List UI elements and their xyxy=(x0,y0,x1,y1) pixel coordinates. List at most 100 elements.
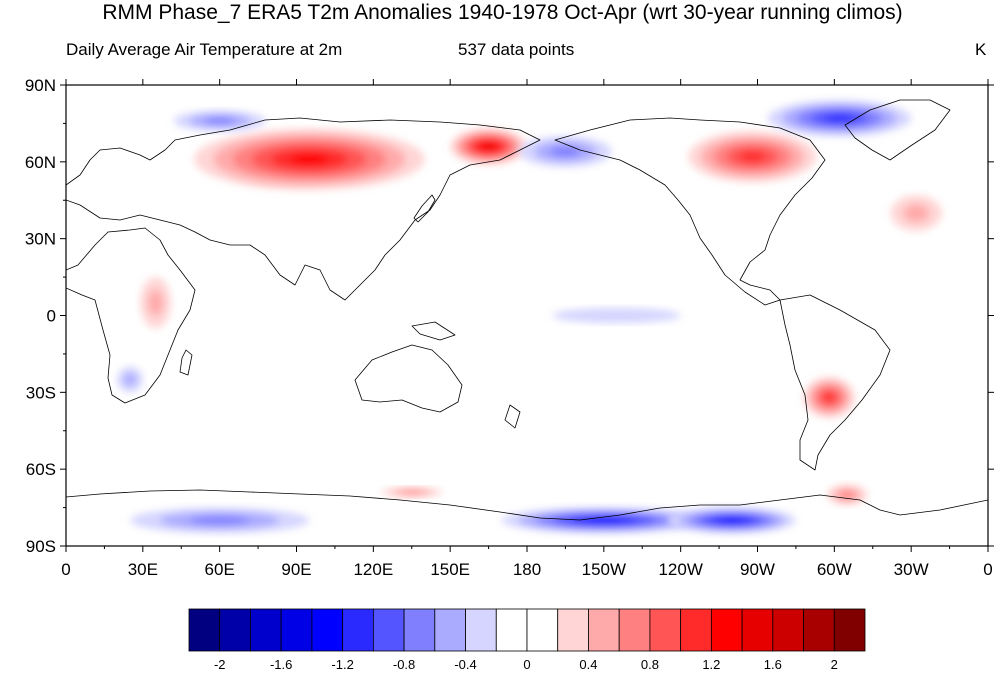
colorbar-label: 0.8 xyxy=(641,657,659,672)
colorbar-swatch xyxy=(833,608,866,652)
lat-label: 60S xyxy=(26,460,56,479)
colorbar-swatch xyxy=(311,608,344,652)
lat-label: 90S xyxy=(26,537,56,556)
lat-label: 0 xyxy=(47,307,56,326)
lon-label: 60E xyxy=(205,560,235,579)
colorbar-swatch xyxy=(219,608,251,652)
anomaly-region xyxy=(767,100,912,137)
colorbar-label: 0 xyxy=(523,657,530,672)
australia-outline xyxy=(354,344,463,413)
eurasia-outline xyxy=(66,117,541,301)
antarctica-outline xyxy=(66,489,988,521)
anomaly-region xyxy=(803,376,855,418)
lon-label: 0 xyxy=(61,560,70,579)
colorbar-swatch xyxy=(803,608,835,652)
lon-label: 60W xyxy=(817,560,852,579)
anomaly-contour xyxy=(824,393,835,402)
lon-label: 30E xyxy=(128,560,158,579)
anomaly-contour xyxy=(550,146,581,157)
anomaly-region xyxy=(688,131,817,183)
anomaly-region xyxy=(501,507,707,534)
lon-label: 90E xyxy=(281,560,311,579)
anomaly-contour xyxy=(189,516,250,525)
anomaly-contour xyxy=(903,204,930,223)
anomaly-region xyxy=(117,366,143,393)
colorbar-swatch xyxy=(434,608,466,652)
anomaly-contour xyxy=(586,518,621,523)
lon-label: 150W xyxy=(582,560,626,579)
lon-label: 90W xyxy=(740,560,775,579)
colorbar-swatch xyxy=(618,608,651,652)
anomaly-contour xyxy=(204,117,236,125)
colorbar-swatch xyxy=(588,608,620,652)
anomaly-region xyxy=(140,277,172,329)
axis-layer: 90N 60N 30N 0 30S 60S 90S 0 30E 60E 90E 120E 150E 180… xyxy=(25,76,994,579)
colorbar-swatch xyxy=(465,608,497,652)
anomaly-region xyxy=(194,128,425,191)
units-label: K xyxy=(975,40,987,59)
anomaly-region xyxy=(667,507,796,534)
anomaly-contour xyxy=(840,491,854,499)
anomaly-region xyxy=(890,195,942,231)
lat-label: 90N xyxy=(25,76,56,95)
colorbar-swatch xyxy=(372,608,405,652)
lat-label: 30N xyxy=(25,230,56,249)
anomaly-region xyxy=(826,484,868,506)
anomaly-region xyxy=(450,128,527,165)
anomaly-region xyxy=(130,507,310,534)
colorbar-swatch xyxy=(403,608,436,652)
anomaly-contour xyxy=(552,307,681,324)
anomaly-layer xyxy=(117,100,942,534)
chart-title: RMM Phase_7 ERA5 T2m Anomalies 1940-1978… xyxy=(102,1,903,24)
anomaly-region xyxy=(173,110,266,132)
colorbar-label: 0.4 xyxy=(579,657,597,672)
south-america-outline xyxy=(779,294,891,471)
colorbar-swatch xyxy=(250,608,282,652)
colorbar-swatch xyxy=(772,608,804,652)
colorbar-swatch xyxy=(526,608,559,652)
new-guinea-outline xyxy=(411,321,456,341)
data-points-label: 537 data points xyxy=(458,40,575,59)
lat-label: 60N xyxy=(25,153,56,172)
lon-label: 120W xyxy=(658,560,702,579)
colorbar: -2 -1.6 -1.2 -0.8 -0.4 0 0.4 0.8 1.2 1.6 2 xyxy=(188,608,866,672)
anomaly-contour xyxy=(739,151,766,162)
greenland-outline xyxy=(844,99,951,161)
chart-subtitle-left: Daily Average Air Temperature at 2m xyxy=(66,40,343,59)
colorbar-swatch xyxy=(741,608,774,652)
colorbar-swatch xyxy=(680,608,712,652)
colorbar-swatch xyxy=(649,608,682,652)
lon-label: 30W xyxy=(894,560,929,579)
madagascar-outline xyxy=(179,349,193,376)
colorbar-swatch xyxy=(557,608,589,652)
colorbar-label: -1.2 xyxy=(331,657,353,672)
colorbar-swatch xyxy=(280,608,313,652)
anomaly-contour xyxy=(483,143,495,150)
colorbar-swatch xyxy=(710,608,743,652)
colorbar-swatch xyxy=(188,608,221,652)
colorbar-swatch xyxy=(495,608,528,652)
anomaly-region xyxy=(552,307,681,324)
lon-label: 0 xyxy=(983,560,992,579)
new-zealand-outline xyxy=(504,404,521,429)
colorbar-label: -0.8 xyxy=(393,657,415,672)
japan-outline xyxy=(413,194,436,223)
anomaly-region xyxy=(519,136,612,167)
lat-label: 30S xyxy=(26,383,56,402)
lon-label: 180 xyxy=(513,560,541,579)
africa-outline xyxy=(66,227,196,404)
lon-label: 120E xyxy=(353,560,393,579)
anomaly-contour xyxy=(721,518,743,523)
colorbar-label: -0.4 xyxy=(454,657,476,672)
colorbar-label: 1.2 xyxy=(702,657,720,672)
anomaly-region xyxy=(381,487,443,498)
anomaly-contour xyxy=(290,154,329,165)
colorbar-label: -1.6 xyxy=(270,657,292,672)
coastlines xyxy=(66,99,988,521)
colorbar-label: -2 xyxy=(214,657,226,672)
anomaly-contour xyxy=(401,490,422,494)
anomaly-contour xyxy=(123,373,137,386)
colorbar-swatch xyxy=(342,608,374,652)
colorbar-label: 1.6 xyxy=(764,657,782,672)
